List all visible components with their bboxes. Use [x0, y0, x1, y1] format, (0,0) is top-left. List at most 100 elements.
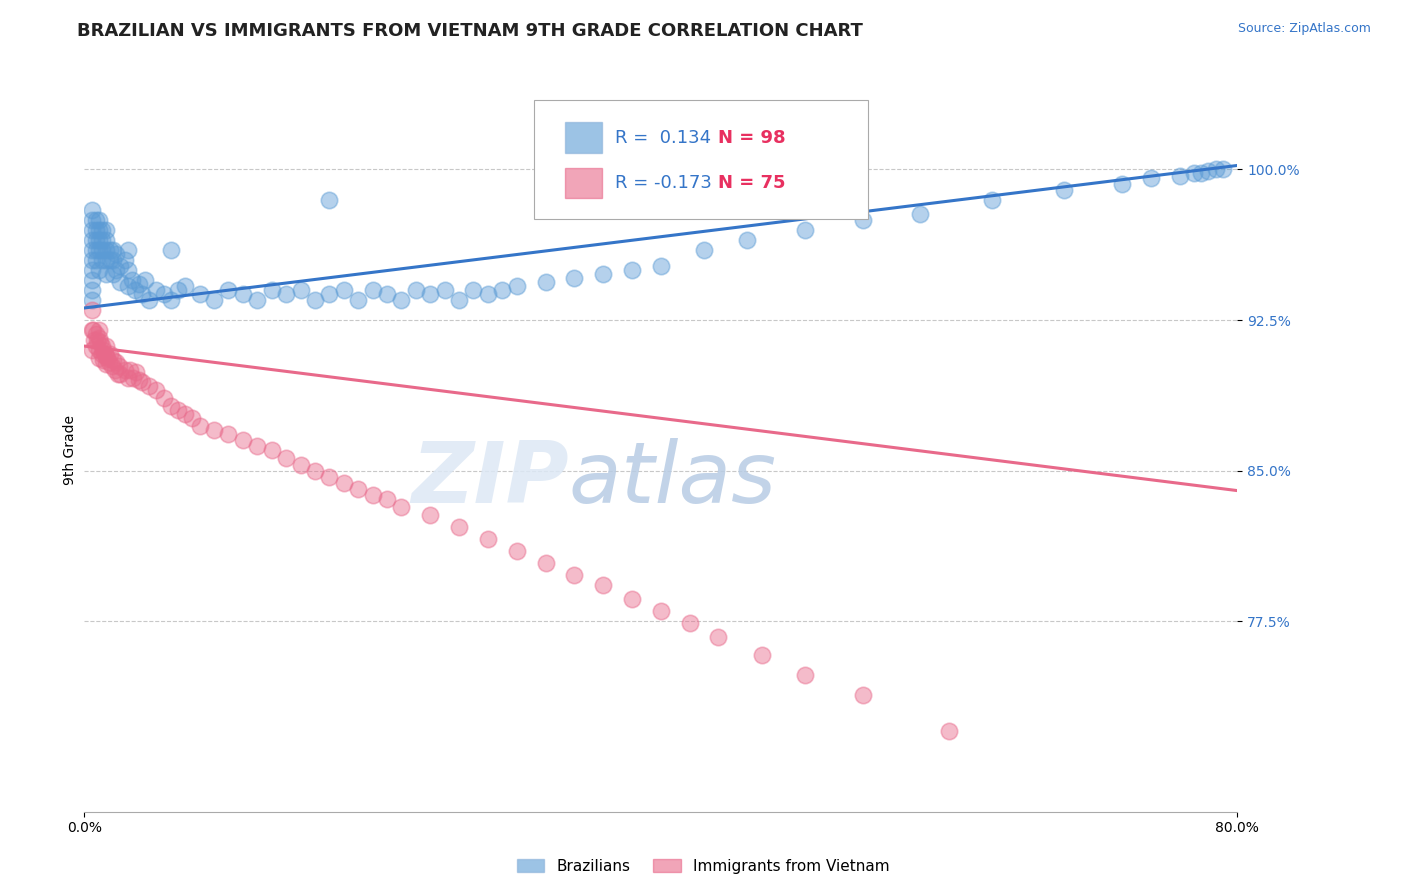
Point [80, 212, 103, 227]
Point [80, 293, 103, 307]
Point [202, 424, 225, 438]
Point [84, 233, 107, 247]
Point [167, 283, 190, 297]
Point [138, 379, 160, 393]
Point [361, 283, 384, 297]
Point [1212, 162, 1234, 177]
Point [94, 243, 117, 257]
Point [693, 243, 716, 257]
Point [650, 604, 672, 618]
Point [110, 275, 132, 289]
Point [188, 419, 211, 434]
Point [347, 293, 370, 307]
Point [260, 443, 283, 458]
Point [94, 349, 117, 363]
Point [232, 434, 254, 448]
Point [304, 464, 326, 478]
Point [94, 339, 117, 353]
Point [152, 287, 174, 301]
Point [83, 333, 105, 347]
Point [100, 359, 122, 373]
Point [91, 343, 114, 357]
Point [449, 293, 471, 307]
Point [1140, 170, 1163, 185]
Point [80, 343, 103, 357]
Point [96, 351, 118, 366]
Point [104, 363, 127, 377]
Point [117, 263, 139, 277]
Point [94, 252, 117, 267]
Point [87, 331, 110, 345]
Point [276, 451, 298, 466]
Point [491, 283, 513, 297]
Point [131, 287, 153, 301]
Point [592, 578, 614, 592]
Point [80, 223, 103, 237]
Point [1053, 182, 1076, 196]
Point [87, 223, 110, 237]
Point [87, 263, 110, 277]
Point [80, 263, 103, 277]
Point [84, 243, 107, 257]
Point [1189, 166, 1212, 180]
Point [80, 233, 103, 247]
Point [361, 487, 384, 501]
Point [1205, 162, 1227, 177]
Point [117, 371, 139, 385]
Point [124, 283, 146, 297]
Point [347, 482, 370, 496]
Point [98, 243, 121, 257]
Point [89, 334, 111, 349]
Text: R =  0.134: R = 0.134 [614, 128, 711, 146]
Point [232, 287, 254, 301]
Point [145, 384, 167, 398]
Point [128, 373, 150, 387]
Point [131, 375, 153, 389]
Point [134, 273, 156, 287]
Point [852, 212, 875, 227]
Text: ZIP: ZIP [411, 438, 568, 521]
Text: N = 75: N = 75 [718, 174, 786, 192]
Point [449, 520, 471, 534]
Point [621, 592, 644, 607]
Point [167, 403, 190, 417]
Point [650, 259, 672, 273]
Point [138, 293, 160, 307]
Point [105, 263, 128, 277]
Point [90, 347, 112, 361]
Point [794, 223, 817, 237]
Point [105, 247, 128, 261]
Point [737, 233, 759, 247]
Point [391, 500, 413, 514]
Point [87, 212, 110, 227]
Point [87, 233, 110, 247]
Point [103, 267, 124, 281]
Point [80, 303, 103, 318]
Point [174, 407, 197, 422]
Point [1168, 169, 1191, 183]
Point [592, 267, 614, 281]
Text: atlas: atlas [568, 438, 776, 521]
Point [117, 279, 139, 293]
Point [260, 283, 283, 297]
Point [276, 287, 298, 301]
Point [80, 283, 103, 297]
Point [290, 283, 312, 297]
Point [477, 532, 499, 546]
Point [125, 365, 148, 379]
Point [80, 243, 103, 257]
Point [122, 371, 145, 385]
Text: BRAZILIAN VS IMMIGRANTS FROM VIETNAM 9TH GRADE CORRELATION CHART: BRAZILIAN VS IMMIGRANTS FROM VIETNAM 9TH… [77, 22, 863, 40]
FancyBboxPatch shape [565, 122, 602, 153]
Point [1198, 164, 1220, 178]
Point [534, 556, 557, 570]
Point [80, 202, 103, 217]
Point [981, 193, 1004, 207]
Point [391, 293, 413, 307]
Point [477, 287, 499, 301]
Point [202, 293, 225, 307]
Point [419, 287, 441, 301]
FancyBboxPatch shape [565, 168, 602, 198]
Point [1111, 177, 1133, 191]
Point [188, 287, 211, 301]
